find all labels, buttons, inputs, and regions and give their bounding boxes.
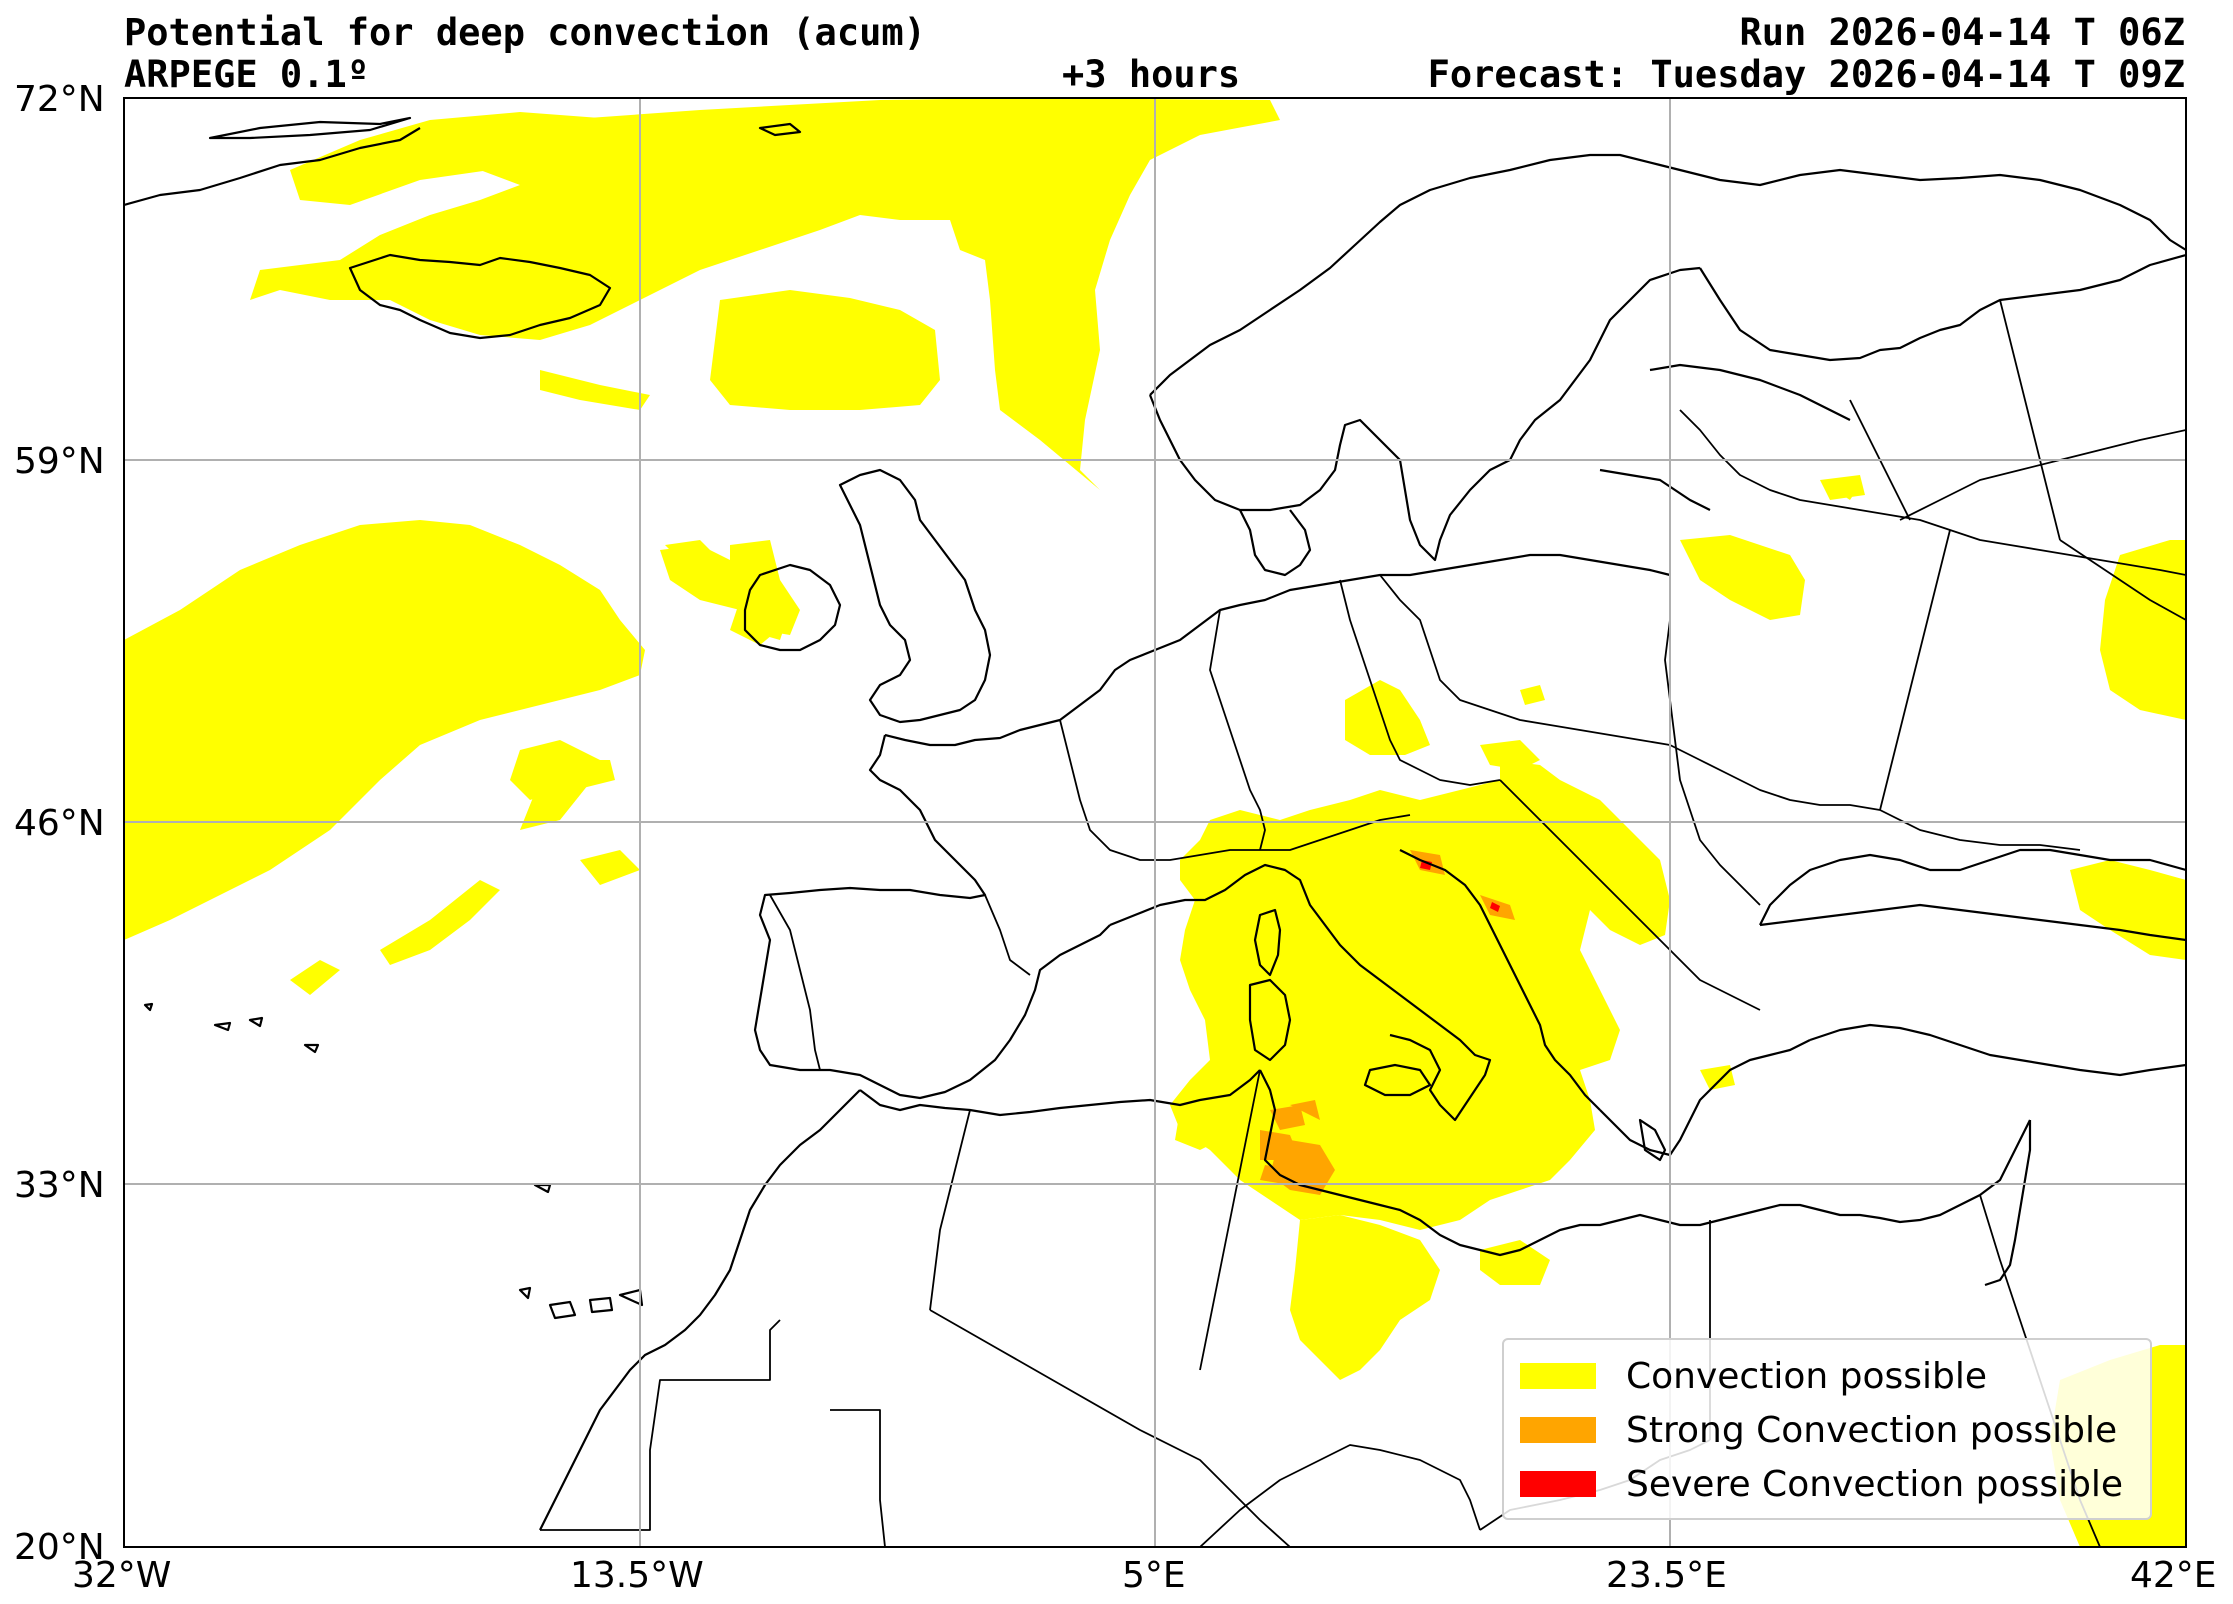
lon-tick-label: 5°E	[1122, 1555, 1186, 1596]
lon-tick-label: 23.5°E	[1606, 1555, 1727, 1596]
legend-item: Strong Convection possible	[1520, 1409, 2118, 1451]
model-label: ARPEGE 0.1º	[124, 53, 370, 96]
lat-tick-label: 33°N	[14, 1165, 105, 1206]
legend-item: Convection possible	[1520, 1355, 1988, 1397]
lat-tick-label: 72°N	[14, 79, 105, 120]
lat-tick-label: 59°N	[14, 441, 105, 482]
lat-tick-label: 20°N	[14, 1527, 105, 1568]
forecast-label: Forecast: Tuesday 2026-04-14 T 09Z	[1427, 53, 2185, 96]
legend-swatch-severe	[1520, 1471, 1596, 1497]
strong-convection-areas	[1260, 850, 1515, 1195]
map-title: Potential for deep convection (acum)	[124, 11, 926, 54]
legend-swatch-strong	[1520, 1417, 1596, 1443]
lon-tick-label: 32°W	[72, 1555, 172, 1596]
run-label: Run 2026-04-14 T 06Z	[1739, 11, 2185, 54]
legend-item: Severe Convection possible	[1520, 1463, 2124, 1505]
legend: Convection possible Strong Convection po…	[1502, 1338, 2152, 1520]
lon-tick-label: 13.5°W	[570, 1555, 704, 1596]
map-frame	[123, 97, 2187, 1548]
legend-label: Strong Convection possible	[1626, 1409, 2118, 1451]
legend-swatch-convection	[1520, 1363, 1596, 1389]
legend-label: Severe Convection possible	[1626, 1463, 2124, 1505]
lead-time-label: +3 hours	[1062, 53, 1241, 96]
legend-label: Convection possible	[1626, 1355, 1988, 1397]
lon-tick-label: 42°E	[2130, 1555, 2217, 1596]
coastlines	[124, 116, 2186, 1531]
lat-tick-label: 46°N	[14, 803, 105, 844]
graticule	[124, 98, 2186, 1547]
